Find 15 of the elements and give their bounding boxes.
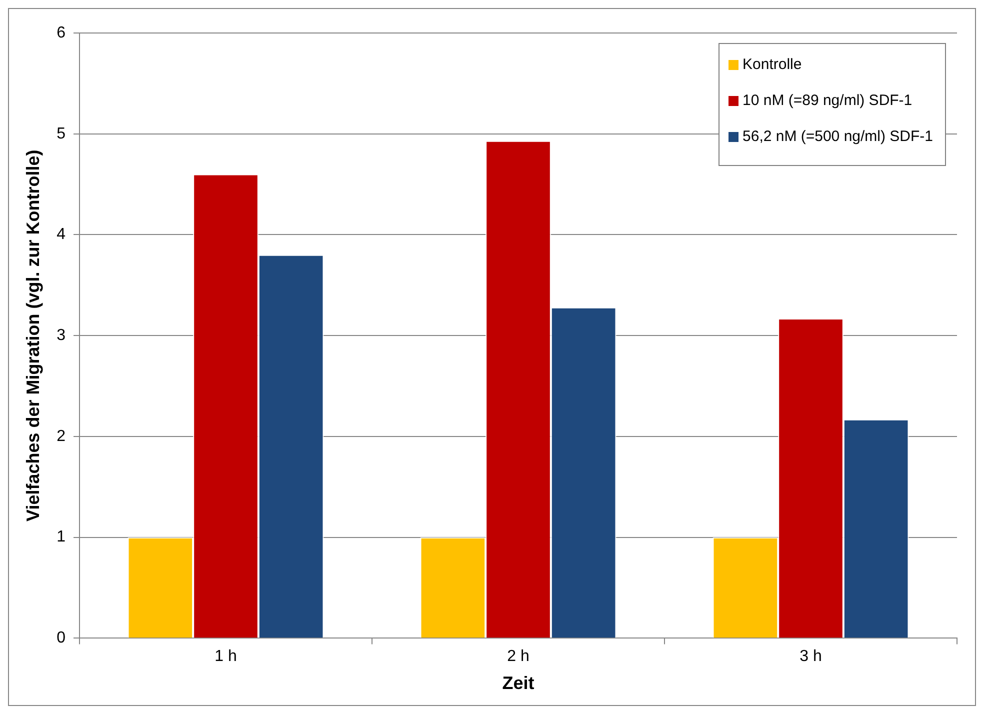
legend-label: 56,2 nM (=500 ng/ml) SDF-1	[742, 128, 934, 146]
y-axis-title: Vielfaches der Migration (vgl. zur Kontrolle)	[22, 150, 43, 522]
x-axis-title: Zeit	[502, 673, 534, 694]
y-tick-label: 5	[56, 125, 66, 142]
y-tick-label: 6	[56, 24, 66, 42]
y-tick-label: 4	[56, 226, 66, 244]
legend-label: 10 nM (=89 ng/ml) SDF-1	[742, 92, 912, 110]
y-tick-label: 3	[56, 327, 66, 344]
x-tick-label: 3 h	[800, 648, 822, 666]
x-tick-label: 2 h	[507, 648, 530, 666]
y-tick-label: 2	[56, 428, 66, 445]
legend-label: Kontrolle	[742, 56, 802, 74]
x-tick-label: 1 h	[214, 648, 237, 666]
y-tick-label: 1	[56, 528, 66, 546]
y-tick-label: 0	[56, 630, 66, 647]
